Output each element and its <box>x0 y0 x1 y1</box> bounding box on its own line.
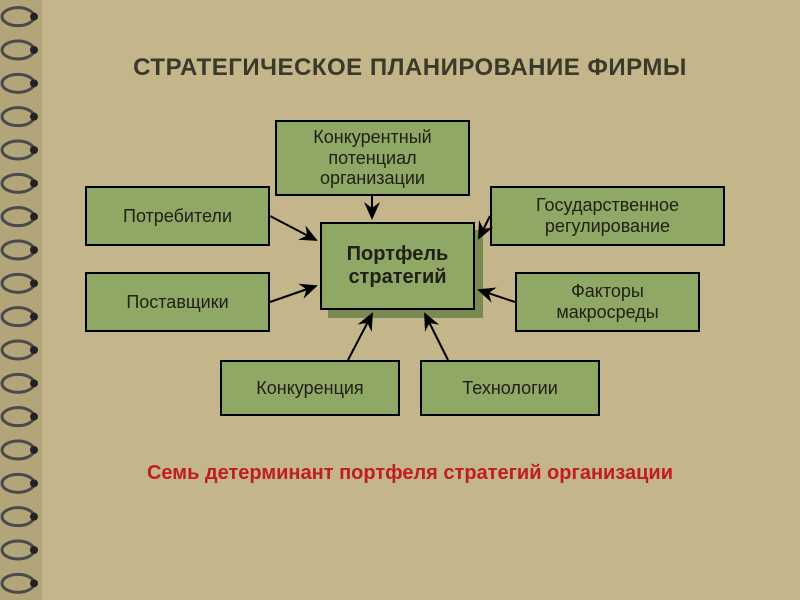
node-center: Портфельстратегий <box>320 222 475 310</box>
node-consumers: Потребители <box>85 186 270 246</box>
node-macro: Факторымакросреды <box>515 272 700 332</box>
node-gov: Государственноерегулирование <box>490 186 725 246</box>
node-suppliers: Поставщики <box>85 272 270 332</box>
node-competition: Конкуренция <box>220 360 400 416</box>
slide: СТРАТЕГИЧЕСКОЕ ПЛАНИРОВАНИЕ ФИРМЫ Конкур… <box>0 0 800 600</box>
caption: Семь детерминант портфеля стратегий орга… <box>130 462 690 485</box>
node-tech: Технологии <box>420 360 600 416</box>
node-top: Конкурентныйпотенциалорганизации <box>275 120 470 196</box>
spiral-binding <box>0 0 42 600</box>
page-title: СТРАТЕГИЧЕСКОЕ ПЛАНИРОВАНИЕ ФИРМЫ <box>70 54 750 82</box>
